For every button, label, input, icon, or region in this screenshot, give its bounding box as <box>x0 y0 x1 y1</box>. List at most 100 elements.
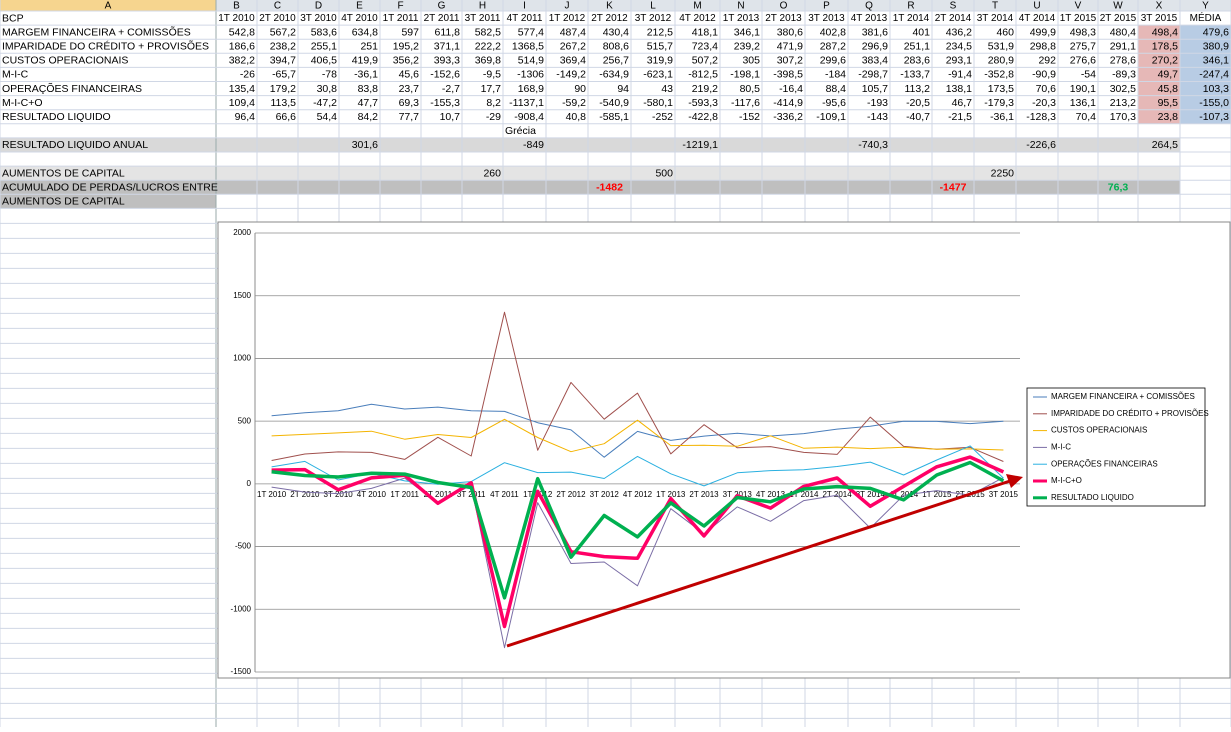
x-tick-label: 4T 2011 <box>490 490 519 499</box>
cell: -21,5 <box>948 111 972 123</box>
cell: 307,2 <box>777 55 803 67</box>
series-line <box>271 460 1005 600</box>
column-header: U <box>1033 1 1040 12</box>
cell: 70,6 <box>1036 83 1057 95</box>
cell: 383,4 <box>862 55 888 67</box>
cell: -2,7 <box>442 83 460 95</box>
row-header-cell: 2T 2012 <box>591 13 628 24</box>
legend-label: IMPARIDADE DO CRÉDITO + PROVISÕES <box>1051 409 1209 418</box>
cell: 76,3 <box>1108 182 1129 194</box>
cell: 292 <box>1038 55 1056 67</box>
cell: 45,8 <box>1158 83 1179 95</box>
cell: 195,2 <box>393 41 419 53</box>
column-header: K <box>606 1 613 12</box>
cell: 251,1 <box>904 41 930 53</box>
cell: 299,6 <box>820 55 846 67</box>
cell: -20,3 <box>1032 97 1056 109</box>
cell: -59,2 <box>562 97 586 109</box>
cell: 219,2 <box>692 83 718 95</box>
cell: -133,7 <box>900 69 930 81</box>
cell: Grécia <box>505 125 536 137</box>
cell: 301,6 <box>352 139 378 151</box>
cell: -585,1 <box>599 111 629 123</box>
cell: 113,5 <box>271 97 297 109</box>
column-header: X <box>1156 1 1163 12</box>
cell: 170,3 <box>1110 111 1136 123</box>
cell: 480,4 <box>1110 26 1136 38</box>
cell: 168,9 <box>518 83 544 95</box>
cell: 173,5 <box>988 83 1014 95</box>
cell: 406,5 <box>311 55 337 67</box>
column-header: V <box>1075 1 1082 12</box>
cell: -9,5 <box>483 69 501 81</box>
column-header-selected <box>0 0 216 11</box>
cell: -29 <box>486 111 501 123</box>
cell: -1137,1 <box>509 97 544 109</box>
cell: 8,2 <box>486 97 501 109</box>
y-tick-label: 0 <box>247 479 252 488</box>
legend-label: RESULTADO LIQUIDO <box>1051 493 1134 502</box>
cell: 283,6 <box>904 55 930 67</box>
cell: -740,3 <box>858 139 888 151</box>
cell: AUMENTOS DE CAPITAL <box>2 167 125 179</box>
column-header: G <box>438 1 446 12</box>
cell: 393,3 <box>434 55 460 67</box>
y-tick-label: -500 <box>235 542 252 551</box>
highlight-fill <box>1180 25 1231 124</box>
row-header-cell: 1T 2010 <box>218 13 255 24</box>
cell: 380,6 <box>777 26 803 38</box>
cell: 43 <box>661 83 673 95</box>
row-header-cell: 3T 2014 <box>977 13 1014 24</box>
cell: 239,2 <box>734 41 760 53</box>
cell: 515,7 <box>647 41 673 53</box>
x-tick-label: 2T 2014 <box>822 490 852 499</box>
y-tick-label: 1000 <box>233 354 251 363</box>
cell: -65,7 <box>272 69 296 81</box>
column-header: N <box>737 1 744 12</box>
cell: 23,7 <box>399 83 420 95</box>
row-header-cell: 1T 2012 <box>549 13 586 24</box>
row-header-cell: 3T 2012 <box>635 13 672 24</box>
row-header-cell: 3T 2015 <box>1141 13 1178 24</box>
cell: -414,9 <box>773 97 803 109</box>
cell: -155,3 <box>430 97 460 109</box>
cell: -95,6 <box>822 97 846 109</box>
row-header-cell: 1T 2011 <box>383 13 419 24</box>
column-header: T <box>992 1 998 12</box>
cell: 346,1 <box>734 26 760 38</box>
cell: 40,8 <box>566 111 587 123</box>
cell: 69,3 <box>399 97 420 109</box>
legend-box <box>1026 387 1206 507</box>
cell: -226,6 <box>1026 139 1056 151</box>
cell: -155,0 <box>1199 97 1229 109</box>
cell: 45,6 <box>399 69 420 81</box>
legend-label: M-I-C <box>1051 443 1071 452</box>
cell: 382,2 <box>229 55 255 67</box>
column-header-bar <box>0 0 1231 11</box>
cell: -107,3 <box>1199 111 1229 123</box>
cell: 113,2 <box>905 83 931 95</box>
cell: 460 <box>996 26 1014 38</box>
legend-label: OPERAÇÕES FINANCEIRAS <box>1051 459 1158 468</box>
cell: -90,9 <box>1032 69 1056 81</box>
cell: 105,7 <box>862 83 888 95</box>
x-tick-label: 3T 2014 <box>856 490 886 499</box>
cell: 238,2 <box>270 41 296 53</box>
cell: 611,8 <box>435 26 461 38</box>
cell: 2250 <box>991 167 1015 179</box>
cell: 498,4 <box>1152 26 1178 38</box>
cell: -78 <box>322 69 337 81</box>
cell: 212,5 <box>647 26 673 38</box>
cell: 583,6 <box>311 26 337 38</box>
cell: CUSTOS OPERACIONAIS <box>2 55 128 67</box>
cells: A B C D E F G H I J K L M N O P Q R S T U V W X Y BCP 1T 2010 2T 20… <box>2 1 1229 208</box>
cell: -352,8 <box>984 69 1014 81</box>
cell: 567,2 <box>270 26 296 38</box>
column-header: S <box>950 1 957 12</box>
cell: -849 <box>523 139 544 151</box>
column-header: D <box>315 1 322 12</box>
cell: -117,6 <box>731 97 760 109</box>
arrow-line <box>506 479 1011 648</box>
row-header-cell: 4T 2010 <box>341 13 378 24</box>
series-line <box>271 311 1004 462</box>
